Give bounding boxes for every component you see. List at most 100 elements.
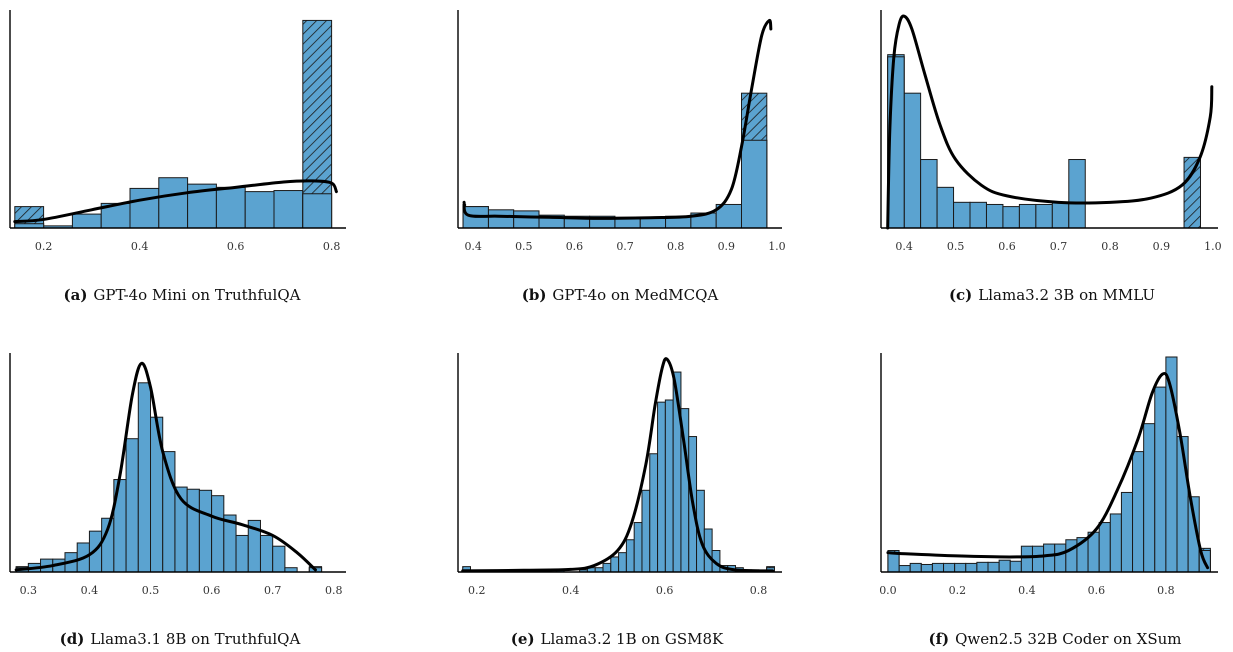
x-tick-label: 0.5 — [947, 240, 965, 253]
histogram-bar — [125, 438, 139, 573]
x-tick-label: 0.8 — [325, 584, 343, 597]
x-tick-label: 0.8 — [1101, 240, 1119, 253]
histogram-bar-overlay — [887, 552, 900, 573]
histogram-bar — [976, 561, 989, 573]
x-tick-label: 1.0 — [1204, 240, 1222, 253]
x-tick-label: 0.6 — [998, 240, 1016, 253]
histogram-bar — [625, 539, 635, 573]
histogram-bar — [1051, 201, 1070, 229]
histogram-bar — [129, 187, 160, 229]
x-tick-label: 0.5 — [515, 240, 533, 253]
histogram-bar — [1087, 531, 1100, 573]
caption-letter: (d) — [60, 630, 85, 648]
histogram-bar — [1018, 203, 1037, 229]
histogram-bar — [1043, 543, 1056, 573]
kde-curve — [14, 361, 317, 572]
histogram-bar — [909, 562, 922, 573]
x-tick-label: 0.3 — [20, 584, 38, 597]
histogram-bar — [1068, 159, 1086, 229]
histogram-bar — [920, 563, 933, 573]
kde-curve — [886, 371, 1210, 570]
histogram-bar — [1002, 206, 1020, 229]
histogram-bar — [1120, 491, 1134, 573]
panel-caption: (e) Llama3.2 1B on GSM8K — [511, 630, 724, 648]
histogram-bar — [272, 545, 286, 573]
histogram-bar — [215, 186, 246, 229]
histogram-bar — [1109, 513, 1122, 573]
x-tick-label: 0.5 — [142, 584, 160, 597]
histogram-bar — [158, 177, 189, 229]
x-tick-label: 0.8 — [1157, 584, 1175, 597]
histogram-bar — [1098, 522, 1111, 573]
panel-e: 0.2 0.4 0.6 0.8 (e) Llama3.2 1B on GSM8K — [457, 353, 782, 648]
histogram-bar — [953, 201, 971, 229]
x-tick-label: 0.7 — [1050, 240, 1068, 253]
kde-curve — [13, 179, 338, 224]
x-tick-label: 0.6 — [203, 584, 221, 597]
histogram-bar — [998, 559, 1011, 573]
histogram-bar — [259, 534, 274, 573]
panel-caption: (b) GPT-4o on MedMCQA — [522, 286, 719, 304]
panel-d: 0.3 0.4 0.5 0.6 0.7 0.8 (d) Llama3.1 8B on Trut… — [9, 353, 346, 648]
x-tick-label: 0.4 — [1018, 584, 1036, 597]
histogram-bar — [513, 210, 540, 229]
x-tick-label: 0.6 — [656, 584, 674, 597]
histogram-bar-overlay — [741, 139, 768, 229]
panel-caption: (a) GPT-4o Mini on TruthfulQA — [64, 286, 301, 304]
histogram-bar — [1065, 539, 1078, 573]
histogram-bar — [969, 201, 987, 229]
x-tick-label: 0.8 — [750, 584, 768, 597]
histogram-bar — [602, 562, 612, 573]
caption-letter: (b) — [522, 286, 547, 304]
x-tick-label: 1.0 — [768, 240, 786, 253]
kde-curve — [461, 357, 775, 573]
caption-letter: (c) — [949, 286, 972, 304]
histogram-bar — [1031, 545, 1045, 573]
x-tick-label: 0.6 — [1088, 584, 1106, 597]
caption-text: GPT-4o on MedMCQA — [552, 286, 718, 304]
x-tick-label: 0.2 — [468, 584, 486, 597]
x-tick-label: 0.8 — [667, 240, 685, 253]
caption-letter: (f) — [928, 630, 949, 648]
caption-letter: (e) — [511, 630, 535, 648]
caption-letter: (a) — [64, 286, 88, 304]
caption-text: Llama3.1 8B on TruthfulQA — [90, 630, 300, 648]
x-tick-label: 0.8 — [323, 240, 341, 253]
x-tick-label: 0.6 — [566, 240, 584, 253]
x-tick-label: 0.4 — [464, 240, 482, 253]
histogram-bar — [618, 552, 627, 573]
histogram-bar — [1035, 203, 1053, 229]
histogram-bar — [649, 453, 659, 573]
histogram-bar — [273, 190, 304, 229]
histogram-bar — [943, 562, 956, 573]
histogram-bar — [931, 562, 945, 573]
x-tick-label: 0.9 — [718, 240, 736, 253]
x-tick-label: 0.2 — [35, 240, 53, 253]
x-tick-label: 0.2 — [949, 584, 967, 597]
kde-curve — [886, 14, 1214, 230]
histogram-bar — [487, 209, 515, 229]
x-tick-label: 0.0 — [879, 584, 897, 597]
histogram-bar — [633, 522, 643, 573]
histogram-bar — [610, 556, 620, 573]
x-tick-label: 0.4 — [895, 240, 913, 253]
histogram-bar — [985, 203, 1004, 229]
histogram-bar — [1020, 545, 1033, 573]
x-tick-label: 0.4 — [131, 240, 149, 253]
caption-text: Llama3.2 1B on GSM8K — [541, 630, 724, 648]
histogram-bar — [71, 213, 102, 229]
x-tick-label: 0.9 — [1153, 240, 1171, 253]
histogram-bar — [903, 92, 922, 229]
histogram-bar — [936, 186, 955, 229]
caption-text: GPT-4o Mini on TruthfulQA — [93, 286, 300, 304]
histogram-bar — [244, 191, 275, 229]
kde-curve — [462, 18, 773, 220]
histogram-bar — [965, 562, 978, 573]
histogram-bar-overlay — [302, 193, 333, 229]
x-tick-label: 0.4 — [562, 584, 580, 597]
hatched-bar — [1183, 156, 1202, 229]
panel-f: 0.0 0.2 0.4 0.6 0.8 (f) Qwen2.5 32B Coder on X… — [879, 353, 1218, 648]
histogram-bar — [186, 488, 200, 573]
x-tick-label: 0.6 — [227, 240, 245, 253]
